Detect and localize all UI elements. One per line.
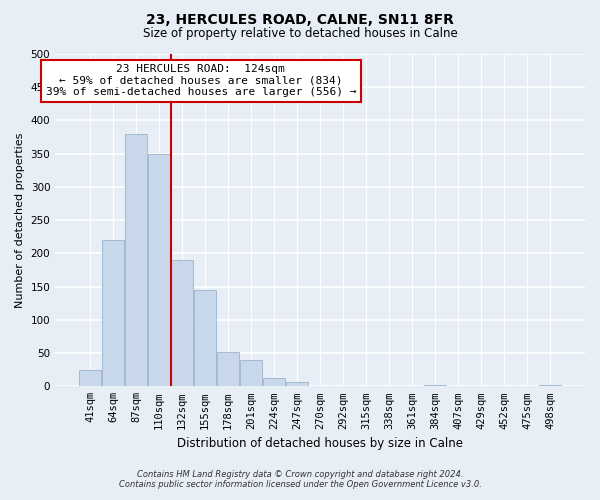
Text: 23 HERCULES ROAD:  124sqm
← 59% of detached houses are smaller (834)
39% of semi: 23 HERCULES ROAD: 124sqm ← 59% of detach… [46,64,356,97]
Bar [263,378,285,386]
Bar [148,154,170,386]
Y-axis label: Number of detached properties: Number of detached properties [15,132,25,308]
Text: Contains HM Land Registry data © Crown copyright and database right 2024.
Contai: Contains HM Land Registry data © Crown c… [119,470,481,489]
Text: 23, HERCULES ROAD, CALNE, SN11 8FR: 23, HERCULES ROAD, CALNE, SN11 8FR [146,12,454,26]
Bar [217,352,239,386]
Bar [539,385,561,386]
Bar [102,240,124,386]
Text: Size of property relative to detached houses in Calne: Size of property relative to detached ho… [143,28,457,40]
Bar [194,290,216,386]
Bar [171,260,193,386]
Bar [424,385,446,386]
X-axis label: Distribution of detached houses by size in Calne: Distribution of detached houses by size … [177,437,463,450]
Bar [79,370,101,386]
Bar [286,382,308,386]
Bar [125,134,147,386]
Bar [240,360,262,386]
